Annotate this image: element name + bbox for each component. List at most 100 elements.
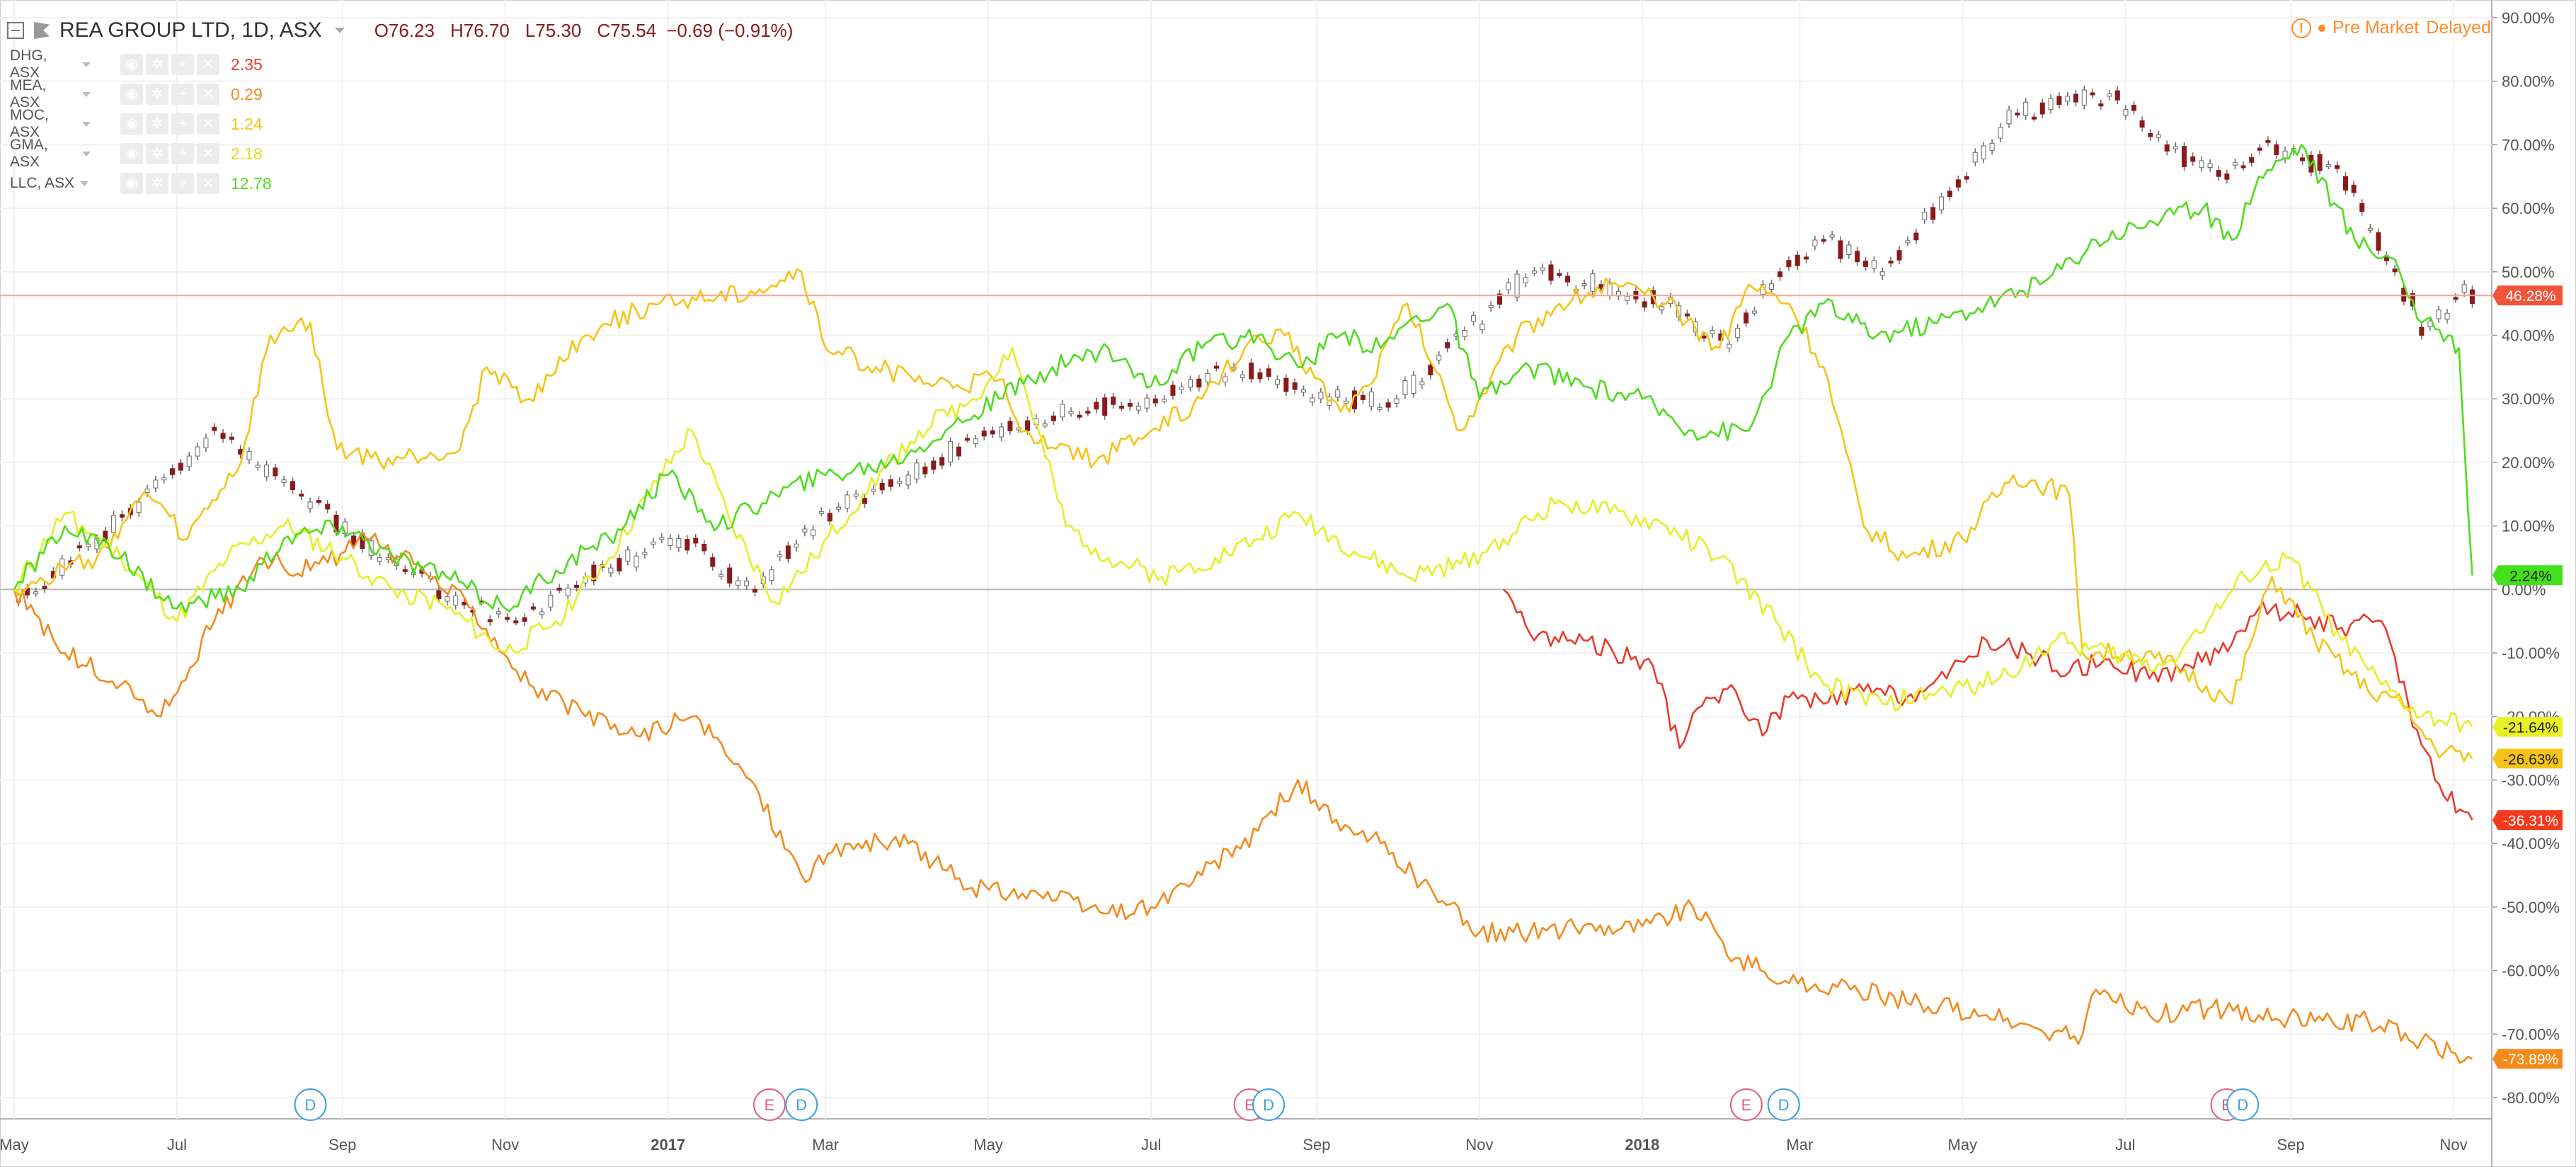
candle — [1240, 375, 1245, 378]
candle — [2131, 104, 2136, 111]
chevron-down-icon[interactable] — [82, 151, 91, 156]
y-tick-label: -60.00% — [2502, 962, 2560, 980]
candle — [178, 462, 183, 471]
gear-icon[interactable]: ✲ — [146, 143, 168, 164]
candle — [1821, 239, 1826, 242]
event-marker-label: E — [765, 1096, 775, 1114]
candle — [811, 529, 816, 536]
candle — [264, 465, 270, 477]
chevron-down-icon[interactable] — [80, 181, 89, 186]
gear-icon[interactable]: ✲ — [146, 84, 168, 105]
candle — [2240, 165, 2246, 169]
chevron-down-icon[interactable] — [82, 91, 91, 97]
candle — [818, 511, 824, 514]
legend-name[interactable]: MEA, ASX — [10, 77, 91, 111]
close-icon[interactable]: ✕ — [197, 84, 219, 105]
candle — [845, 494, 850, 509]
eye-icon[interactable]: ◉ — [120, 84, 143, 105]
candle — [2265, 140, 2271, 143]
candle — [1863, 261, 1869, 267]
candle — [76, 545, 82, 549]
legend-row: GMA, ASX ◉ ✲ + ✕ 2.18 — [10, 137, 272, 171]
candle — [2207, 163, 2213, 169]
plus-icon[interactable]: + — [171, 54, 194, 75]
badge-shape — [2492, 1049, 2563, 1069]
event-marker-label: D — [305, 1096, 316, 1114]
candle — [1710, 329, 1715, 334]
x-tick-label: Nov — [491, 1136, 519, 1154]
close-icon[interactable]: ✕ — [197, 113, 219, 135]
candle — [307, 501, 313, 509]
candle — [436, 590, 442, 600]
close-icon[interactable]: ✕ — [197, 54, 219, 75]
y-tick-label: 30.00% — [2502, 390, 2555, 408]
chevron-down-icon[interactable] — [82, 62, 91, 67]
legend-name[interactable]: MOC, ASX — [10, 107, 91, 141]
candle — [1972, 152, 1978, 163]
candle — [1922, 212, 1928, 220]
value-badge: -26.63% — [2492, 748, 2563, 769]
legend-name[interactable]: DHG, ASX — [10, 47, 91, 81]
gear-icon[interactable]: ✲ — [146, 54, 168, 75]
candle — [2114, 90, 2120, 101]
low-value: L75.30 — [525, 19, 582, 41]
eye-icon[interactable]: ◉ — [120, 54, 143, 75]
chevron-down-icon[interactable] — [334, 28, 345, 33]
series-line — [13, 144, 2473, 614]
close-icon[interactable]: ✕ — [197, 143, 219, 164]
candle — [1768, 283, 1774, 290]
candle — [2351, 184, 2357, 193]
candle — [522, 617, 527, 622]
candle — [2461, 284, 2467, 293]
plus-icon[interactable]: + — [171, 113, 194, 135]
legend-name[interactable]: GMA, ASX — [10, 137, 91, 171]
candle — [1488, 304, 1494, 309]
candle — [990, 430, 995, 435]
candle — [1445, 342, 1450, 348]
plus-icon[interactable]: + — [171, 143, 194, 164]
y-tick-label: 60.00% — [2502, 200, 2555, 217]
candle — [33, 591, 39, 595]
y-tick-label: -10.00% — [2502, 644, 2560, 662]
chevron-down-icon[interactable] — [82, 121, 91, 127]
value-badge: -21.64% — [2492, 717, 2563, 737]
candle — [651, 541, 656, 545]
legend-controls: ◉ ✲ + ✕ — [120, 143, 219, 164]
legend-name[interactable]: LLC, ASX — [10, 175, 91, 192]
candle — [1565, 275, 1571, 283]
flag-icon[interactable] — [34, 22, 50, 39]
gear-icon[interactable]: ✲ — [146, 173, 168, 194]
x-tick-label: Sep — [1303, 1136, 1330, 1154]
eye-icon[interactable]: ◉ — [120, 173, 143, 194]
candle — [1462, 329, 1467, 337]
plus-icon[interactable]: + — [171, 84, 194, 105]
event-marker-label: D — [1263, 1096, 1274, 1114]
candle — [625, 550, 631, 562]
gear-icon[interactable]: ✲ — [146, 113, 168, 135]
candle — [539, 611, 545, 615]
eye-icon[interactable]: ◉ — [120, 143, 143, 164]
candle — [693, 537, 699, 544]
candle — [290, 481, 296, 491]
x-tick-label: May — [1948, 1136, 1978, 1154]
symbol-title[interactable]: REA GROUP LTD, 1D, ASX — [59, 18, 322, 42]
candle — [1402, 380, 1408, 395]
candle — [246, 450, 252, 460]
candle — [1360, 394, 1366, 400]
plus-icon[interactable]: + — [171, 173, 194, 194]
candle — [853, 494, 859, 497]
candle — [1642, 301, 1647, 308]
collapse-icon[interactable] — [7, 22, 24, 39]
ohlc-values: O76.23 H76.70 L75.30 C75.54 — [374, 20, 657, 42]
eye-icon[interactable]: ◉ — [120, 113, 143, 135]
series-layer — [0, 86, 2492, 1064]
candle — [2190, 156, 2196, 162]
candle — [1479, 324, 1485, 331]
candle — [316, 500, 321, 503]
close-icon[interactable]: ✕ — [197, 173, 219, 194]
candle — [2343, 176, 2349, 191]
candle — [1102, 397, 1108, 416]
candle — [1939, 196, 1945, 210]
market-status[interactable]: ! Pre Market Delayed — [2291, 18, 2491, 38]
legend-name-text: GMA, ASX — [10, 137, 48, 170]
